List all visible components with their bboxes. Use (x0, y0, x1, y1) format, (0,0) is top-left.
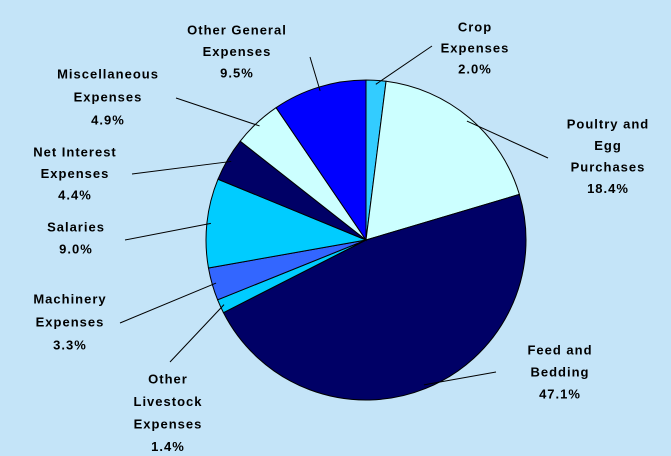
slice-label: Poultry and (567, 116, 650, 131)
slice-label: Purchases (571, 159, 646, 174)
slice-label: Egg (594, 138, 622, 153)
slice-label: Other General (187, 22, 287, 37)
leader-line (309, 56, 321, 92)
slice-label: Bedding (531, 364, 590, 379)
value-label: 9.0% (59, 241, 93, 256)
pie-slice (365, 80, 520, 241)
value-label: 4.4% (58, 187, 92, 202)
slice-label: Other (148, 371, 188, 386)
slice-label: Expenses (36, 314, 105, 329)
value-label: 2.0% (458, 61, 492, 76)
value-label: 3.3% (53, 337, 87, 352)
leader-line (169, 304, 225, 363)
value-label: 18.4% (587, 181, 629, 196)
pie-slice (222, 193, 527, 401)
value-label: 47.1% (539, 386, 581, 401)
leader-line (375, 45, 433, 85)
slice-label: Net Interest (33, 144, 117, 159)
slice-label: Miscellaneous (57, 66, 159, 81)
slice-label: Livestock (134, 394, 203, 409)
leader-line (131, 160, 232, 175)
pie-slice (205, 178, 368, 269)
slice-label: Feed and (527, 342, 592, 357)
leader-line (124, 222, 211, 241)
leader-line (119, 282, 217, 324)
slice-label: Salaries (47, 219, 105, 234)
slice-label: Machinery (33, 291, 106, 306)
slice-label: Expenses (134, 416, 203, 431)
slice-label: Expenses (74, 89, 143, 104)
slice-label: Crop (458, 19, 492, 34)
value-label: 4.9% (91, 112, 125, 127)
value-label: 9.5% (220, 65, 254, 80)
leader-line (175, 97, 260, 127)
leader-line (466, 120, 549, 159)
slice-label: Expenses (441, 40, 510, 55)
leader-line (423, 371, 497, 386)
slice-label: Expenses (203, 44, 272, 59)
value-label: 1.4% (151, 439, 185, 454)
slice-label: Expenses (41, 166, 110, 181)
